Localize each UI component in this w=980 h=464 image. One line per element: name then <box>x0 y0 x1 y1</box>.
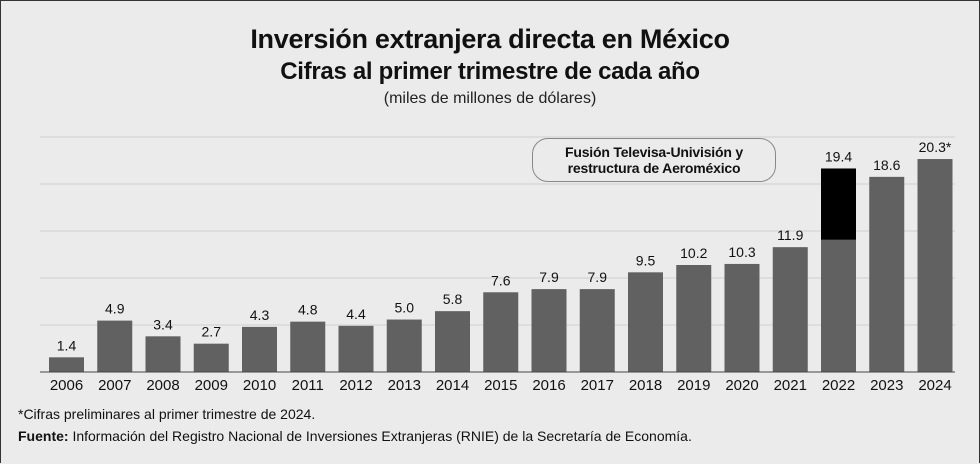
x-tick-2016: 2016 <box>532 377 565 394</box>
bar-2021 <box>772 247 808 372</box>
x-tick-2023: 2023 <box>870 377 903 394</box>
footnote: *Cifras preliminares al primer trimestre… <box>18 406 316 422</box>
data-label-2010: 4.3 <box>250 307 270 323</box>
x-tick-2010: 2010 <box>243 377 276 394</box>
x-tick-2018: 2018 <box>629 377 662 394</box>
data-label-2015: 7.6 <box>491 272 511 288</box>
bar-2022-base <box>821 239 856 372</box>
x-tick-2008: 2008 <box>146 377 179 394</box>
bar-2019 <box>676 264 712 372</box>
data-label-2006: 1.4 <box>57 337 77 353</box>
data-label-2019: 10.2 <box>680 245 707 261</box>
x-tick-2014: 2014 <box>436 377 469 394</box>
bar-2006 <box>49 357 84 372</box>
data-label-2013: 5.0 <box>395 300 415 316</box>
data-label-2009: 2.7 <box>202 324 222 340</box>
bar-2018 <box>628 272 663 372</box>
x-tick-2015: 2015 <box>484 377 517 394</box>
data-label-2020: 10.3 <box>728 244 755 260</box>
x-tick-2021: 2021 <box>774 377 807 394</box>
source-label: Fuente: <box>18 428 69 444</box>
bar-2008 <box>145 336 181 372</box>
x-tick-2007: 2007 <box>98 377 131 394</box>
bar-2022-highlight <box>821 168 856 240</box>
x-tick-2024: 2024 <box>918 377 951 394</box>
bar-2009 <box>193 343 229 372</box>
x-tick-2012: 2012 <box>339 377 372 394</box>
x-tick-2022: 2022 <box>822 377 855 394</box>
bar-2015 <box>483 292 519 372</box>
annotation-box: Fusión Televisa-Univisión y restructura d… <box>532 138 776 182</box>
bar-2023 <box>869 176 905 372</box>
x-tick-2009: 2009 <box>195 377 228 394</box>
bar-2016 <box>531 289 567 372</box>
bar-2007 <box>97 320 133 372</box>
data-label-2012: 4.4 <box>346 306 366 322</box>
bar-2017 <box>579 289 615 372</box>
chart-subtitle: Cifras al primer trimestre de cada año <box>280 58 700 85</box>
x-tick-2013: 2013 <box>388 377 421 394</box>
data-label-2022: 19.4 <box>825 148 852 164</box>
data-label-2016: 7.9 <box>539 269 559 285</box>
x-tick-2006: 2006 <box>50 377 83 394</box>
bar-2013 <box>386 319 422 372</box>
annotation-line-1: Fusión Televisa-Univisión y <box>565 144 743 160</box>
x-tick-2017: 2017 <box>581 377 614 394</box>
data-label-2008: 3.4 <box>153 316 173 332</box>
bar-2011 <box>290 321 326 372</box>
source-text: Información del Registro Nacional de Inv… <box>68 428 692 444</box>
bar-2020 <box>724 263 760 372</box>
data-label-2021: 11.9 <box>777 227 803 243</box>
x-tick-2011: 2011 <box>292 377 324 394</box>
chart-title: Inversión extranjera directa en México <box>250 24 730 54</box>
chart-unit-label: (miles de millones de dólares) <box>383 90 597 107</box>
bar-2024 <box>917 159 953 372</box>
data-label-2023: 18.6 <box>873 157 900 173</box>
data-label-2011: 4.8 <box>298 302 318 318</box>
data-label-2017: 7.9 <box>588 269 608 285</box>
annotation-line-2: restructura de Aeroméxico <box>567 160 741 176</box>
x-tick-2019: 2019 <box>677 377 710 394</box>
bar-2010 <box>242 326 277 372</box>
data-label-2024: 20.3* <box>919 139 952 155</box>
data-label-2018: 9.5 <box>636 252 656 268</box>
x-tick-2020: 2020 <box>725 377 758 394</box>
bar-2012 <box>338 325 374 372</box>
bar-2014 <box>435 311 470 372</box>
data-label-2014: 5.8 <box>443 291 463 307</box>
source-note: Fuente: Información del Registro Naciona… <box>18 428 692 444</box>
data-label-2007: 4.9 <box>105 301 125 317</box>
